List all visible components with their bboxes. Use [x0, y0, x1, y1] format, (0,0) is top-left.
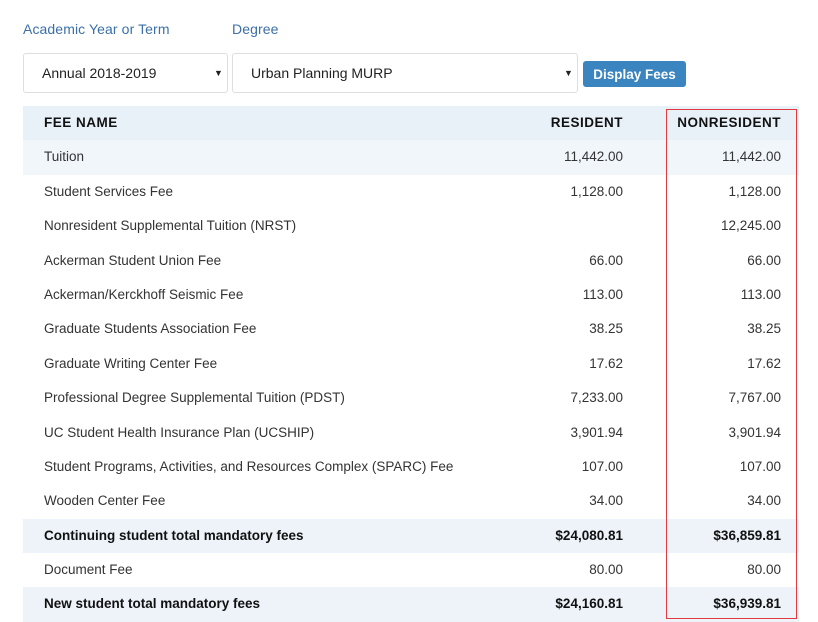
resident-amount: $24,080.81 [555, 527, 623, 543]
table-row: Tuition 11,442.00 11,442.00 [23, 140, 799, 175]
table-row: Wooden Center Fee 34.00 34.00 [23, 484, 799, 518]
fee-name: Tuition [44, 149, 85, 165]
resident-amount: 17.62 [589, 355, 623, 371]
degree-select[interactable]: Urban Planning MURP ▼ [232, 53, 578, 93]
nonresident-amount: $36,939.81 [713, 596, 781, 612]
resident-amount: $24,160.81 [555, 596, 623, 612]
nonresident-amount: 113.00 [740, 286, 781, 302]
degree-filter-label: Degree [232, 21, 279, 37]
header-fee-name: FEE NAME [44, 115, 118, 130]
nonresident-amount: 12,245.00 [720, 218, 781, 234]
header-nonresident: NONRESIDENT [677, 115, 781, 130]
table-header-row: FEE NAME RESIDENT NONRESIDENT [23, 106, 799, 141]
resident-amount: 113.00 [582, 286, 623, 302]
nonresident-amount: 80.00 [747, 562, 781, 578]
fee-name: Document Fee [44, 562, 133, 578]
table-row: Student Programs, Activities, and Resour… [23, 450, 799, 484]
resident-amount: 107.00 [581, 458, 623, 474]
table-row: UC Student Health Insurance Plan (UCSHIP… [23, 416, 799, 450]
continuing-total-row: Continuing student total mandatory fees … [23, 518, 799, 554]
nonresident-amount: 7,767.00 [728, 390, 781, 406]
table-row: Professional Degree Supplemental Tuition… [23, 381, 799, 415]
fee-name: Continuing student total mandatory fees [44, 527, 304, 543]
fee-name: New student total mandatory fees [44, 596, 261, 612]
table-row: Graduate Writing Center Fee 17.62 17.62 [23, 347, 799, 381]
resident-amount: 66.00 [589, 252, 623, 268]
chevron-down-icon: ▼ [214, 68, 223, 78]
header-resident: RESIDENT [550, 115, 623, 130]
nonresident-amount: 66.00 [747, 252, 781, 268]
table-row: Ackerman Student Union Fee 66.00 66.00 [23, 244, 799, 278]
fees-table: FEE NAME RESIDENT NONRESIDENT Tuition 11… [23, 106, 799, 622]
nonresident-amount: 107.00 [739, 458, 781, 474]
nonresident-amount: 11,442.00 [721, 149, 781, 165]
fee-name: Ackerman/Kerckhoff Seismic Fee [44, 286, 244, 302]
resident-amount: 38.25 [589, 321, 623, 337]
fee-name: Ackerman Student Union Fee [44, 252, 222, 268]
resident-amount: 3,901.94 [570, 424, 623, 440]
nonresident-amount: $36,859.81 [713, 527, 781, 543]
table-row: Document Fee 80.00 80.00 [23, 553, 799, 587]
resident-amount: 7,233.00 [570, 390, 623, 406]
degree-select-value: Urban Planning MURP [251, 65, 393, 81]
fee-name: Nonresident Supplemental Tuition (NRST) [44, 218, 297, 234]
fee-name: Professional Degree Supplemental Tuition… [44, 390, 345, 406]
chevron-down-icon: ▼ [564, 68, 573, 78]
nonresident-amount: 38.25 [747, 321, 781, 337]
resident-amount: 11,442.00 [563, 149, 623, 165]
fee-name: UC Student Health Insurance Plan (UCSHIP… [44, 424, 315, 440]
new-student-total-row: New student total mandatory fees $24,160… [23, 587, 799, 622]
fee-name: Graduate Students Association Fee [44, 321, 257, 337]
resident-amount: 80.00 [589, 562, 623, 578]
fee-name: Wooden Center Fee [44, 493, 166, 509]
table-row: Graduate Students Association Fee 38.25 … [23, 312, 799, 346]
term-select[interactable]: Annual 2018-2019 ▼ [23, 53, 228, 93]
fee-name: Student Programs, Activities, and Resour… [44, 458, 454, 474]
nonresident-amount: 3,901.94 [728, 424, 781, 440]
table-row: Ackerman/Kerckhoff Seismic Fee 113.00 11… [23, 278, 799, 312]
resident-amount: 1,128.00 [570, 183, 623, 199]
resident-amount: 34.00 [589, 493, 623, 509]
table-row: Nonresident Supplemental Tuition (NRST) … [23, 209, 799, 243]
nonresident-amount: 34.00 [747, 493, 781, 509]
nonresident-amount: 1,128.00 [728, 183, 781, 199]
display-fees-button[interactable]: Display Fees [583, 61, 686, 87]
term-select-value: Annual 2018-2019 [42, 65, 157, 81]
table-row: Student Services Fee 1,128.00 1,128.00 [23, 175, 799, 209]
nonresident-amount: 17.62 [747, 355, 781, 371]
fee-name: Student Services Fee [44, 183, 174, 199]
term-filter-label: Academic Year or Term [23, 21, 170, 37]
fee-name: Graduate Writing Center Fee [44, 355, 218, 371]
